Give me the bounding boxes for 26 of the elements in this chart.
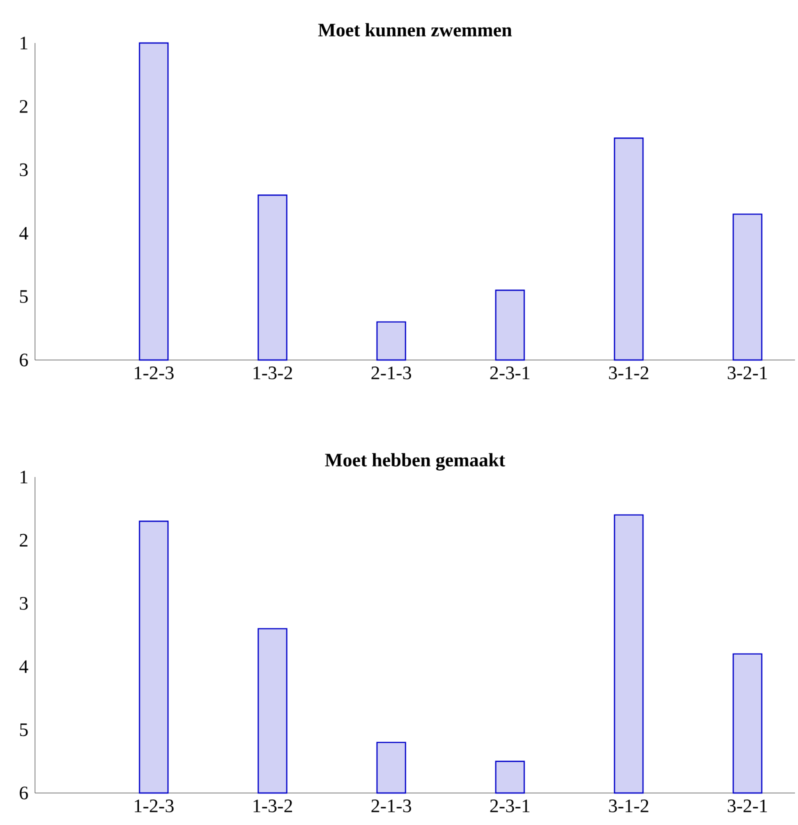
y-tick-label: 1: [20, 36, 28, 50]
y-tick-label: 3: [20, 597, 28, 610]
x-tick-label: 3-2-1: [728, 800, 767, 812]
x-tick-label: 2-1-3: [372, 800, 412, 812]
x-tick-label: 3-2-1: [728, 366, 767, 380]
y-tick-label: 2: [20, 100, 28, 113]
y-tick-label: 5: [20, 723, 28, 736]
y-tick-label: 6: [20, 354, 28, 366]
y-tick-label: 4: [19, 660, 28, 673]
x-tick-label: 1-3-2: [254, 366, 292, 380]
x-tick-label: 3-1-2: [609, 366, 648, 380]
y-tick-label: 2: [20, 534, 28, 546]
x-tick-label: 2-3-1: [490, 800, 530, 812]
x-tick-label: 1-2-3: [134, 800, 174, 812]
x-tick-label: 1-3-2: [254, 800, 292, 812]
x-tick-label: 2-3-1: [490, 366, 530, 380]
x-tick-label: 3-1-2: [609, 800, 648, 812]
y-tick-label: 1: [20, 470, 28, 484]
chart-title: Moet hebben gemaakt: [325, 453, 506, 470]
x-tick-label: 2-1-3: [372, 366, 412, 380]
chart-title: Moet kunnen zwemmen: [318, 23, 512, 36]
x-tick-label: 1-2-3: [134, 366, 174, 380]
y-tick-label: 3: [20, 163, 28, 176]
y-tick-label: 5: [20, 290, 28, 303]
y-tick-label: 4: [19, 226, 28, 240]
y-tick-label: 6: [20, 786, 28, 800]
